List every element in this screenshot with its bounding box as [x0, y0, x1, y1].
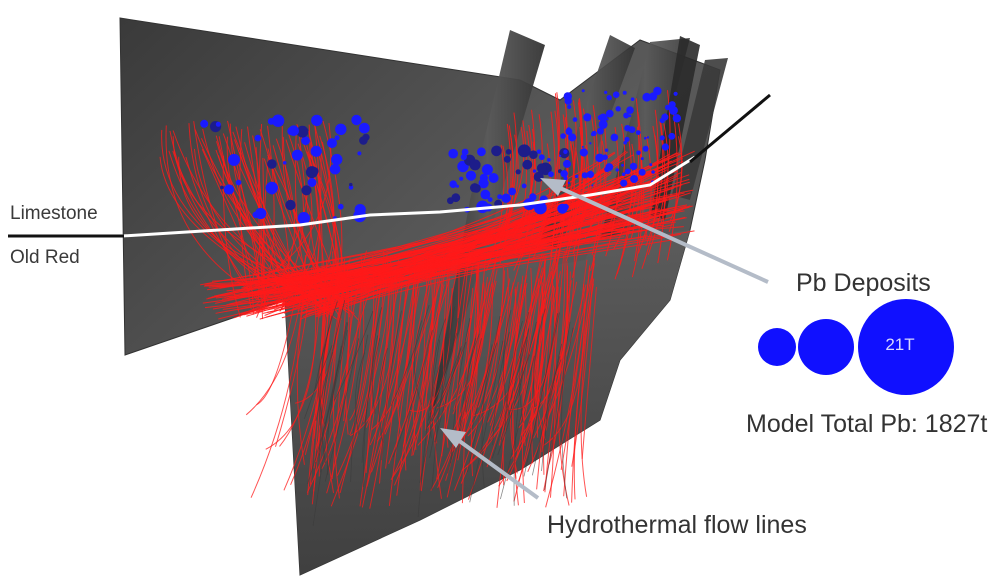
pb-deposits [200, 86, 682, 225]
model-total-label: Model Total Pb: 1827t [746, 410, 988, 438]
pb-deposits-label: Pb Deposits [796, 269, 931, 297]
flow-pointer-arrow [440, 428, 540, 500]
legend-circle-large [858, 299, 954, 395]
old-red-label: Old Red [10, 247, 80, 268]
legend-large-value: 21T [885, 335, 915, 354]
legend-circle-small [758, 328, 796, 366]
flow-lines-label: Hydrothermal flow lines [547, 511, 807, 539]
pb-pointer-arrow [540, 178, 769, 284]
limestone-label: Limestone [10, 203, 98, 224]
horizon-line [121, 155, 696, 238]
hydrothermal-flow-lines [159, 90, 695, 526]
horizon-line-right [689, 93, 771, 164]
legend-circle-medium [798, 319, 854, 375]
